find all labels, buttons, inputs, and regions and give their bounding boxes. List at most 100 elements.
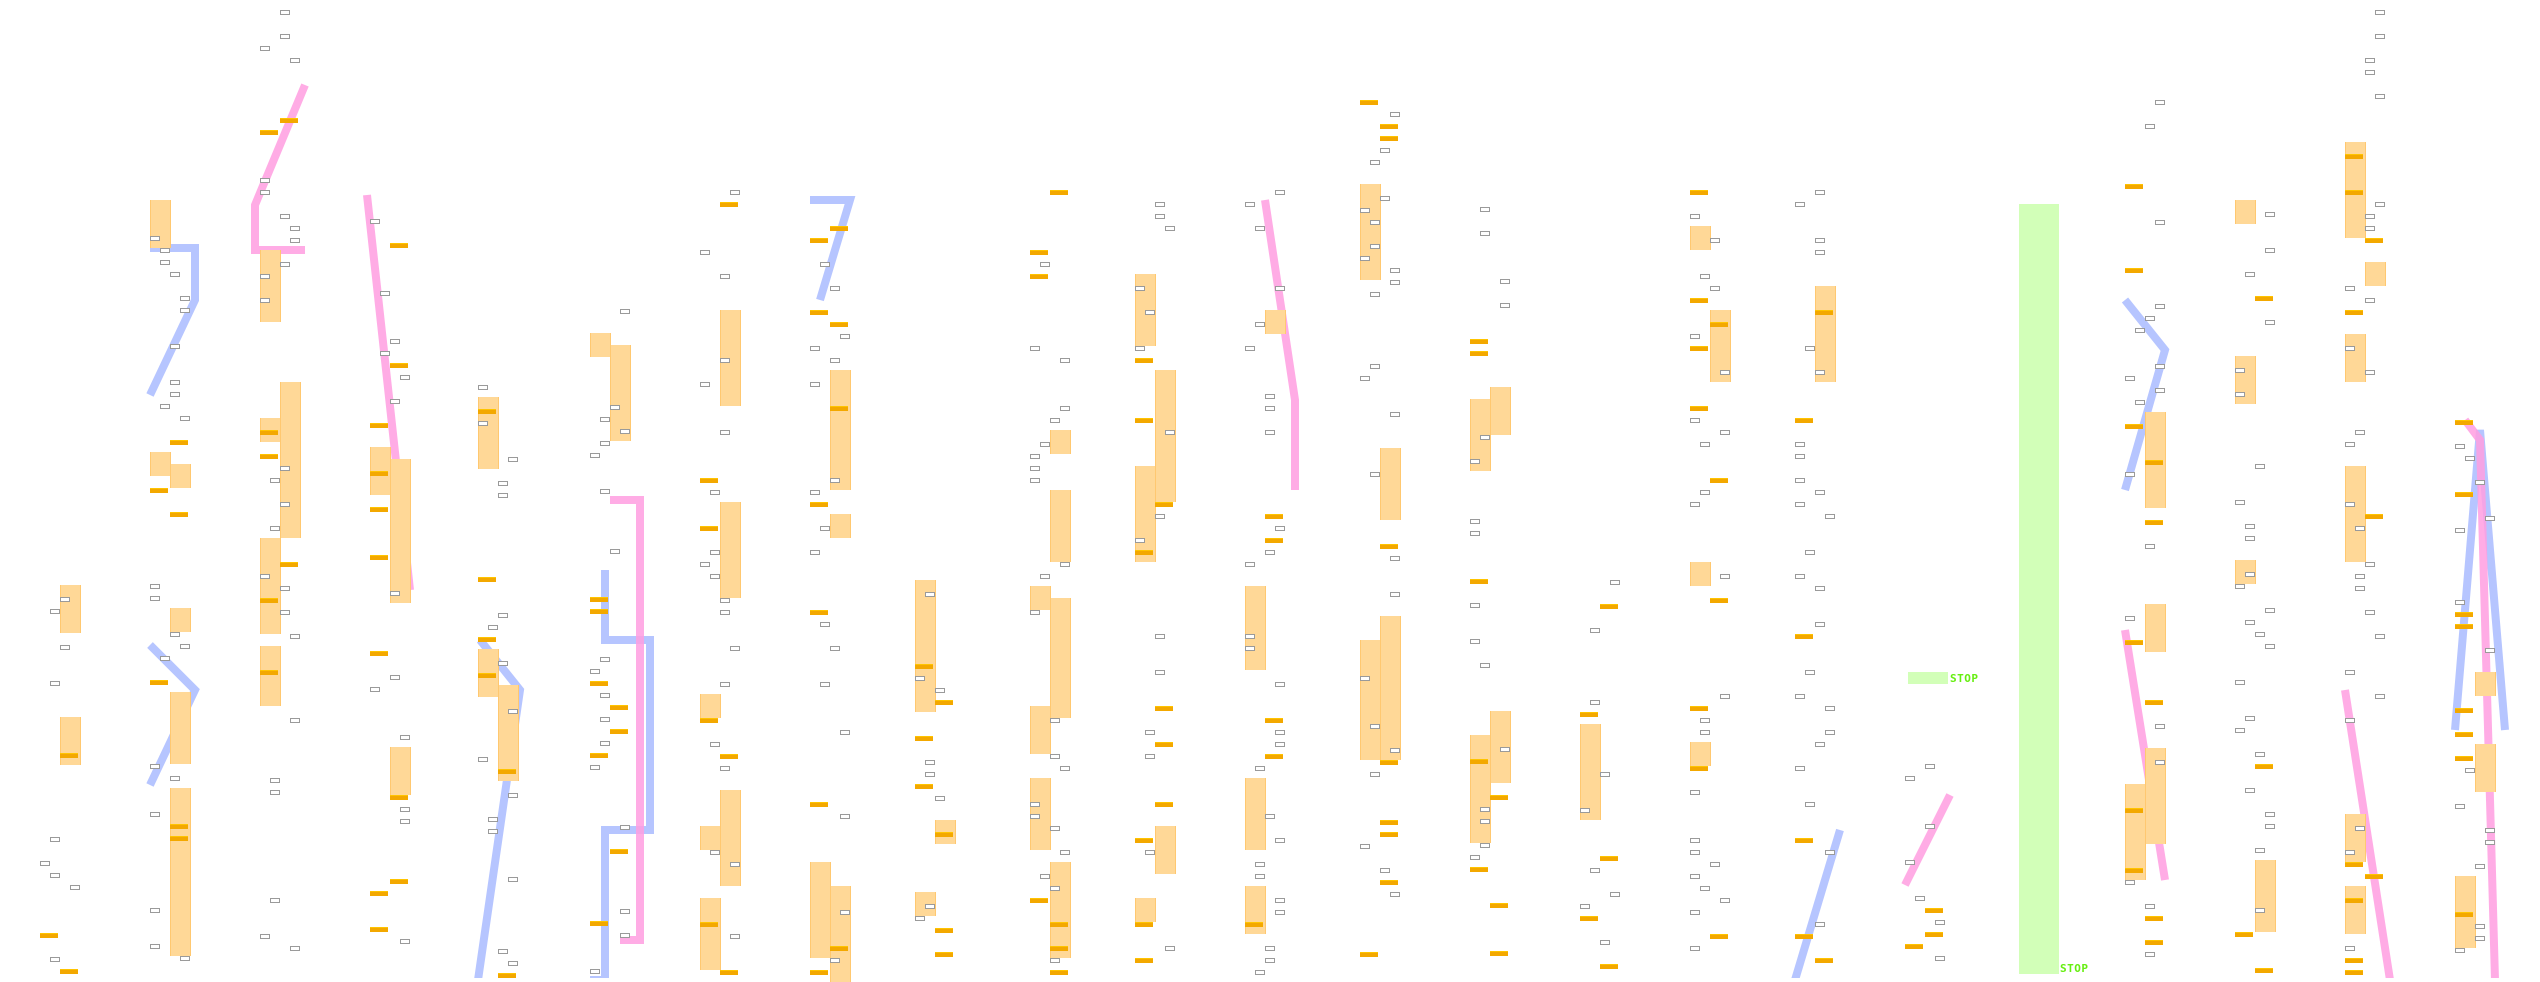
note xyxy=(1275,190,1285,195)
tap-bar xyxy=(1690,190,1708,195)
tap-bar xyxy=(720,202,738,207)
note xyxy=(1255,862,1265,867)
note xyxy=(1390,280,1400,285)
note xyxy=(1030,814,1040,819)
note xyxy=(280,586,290,591)
note xyxy=(180,644,190,649)
note xyxy=(1155,202,1165,207)
note xyxy=(2265,212,2275,217)
hold-note xyxy=(170,608,191,632)
note xyxy=(2475,480,2485,485)
tap-bar xyxy=(830,406,848,411)
tap-bar xyxy=(1690,406,1708,411)
tap-bar xyxy=(720,754,738,759)
note xyxy=(1690,874,1700,879)
note xyxy=(1700,442,1710,447)
note xyxy=(1580,808,1590,813)
tap-bar xyxy=(1795,838,1813,843)
hold-note xyxy=(810,862,831,958)
tap-bar xyxy=(810,310,828,315)
note xyxy=(290,58,300,63)
tap-bar xyxy=(610,705,628,710)
note xyxy=(2235,368,2245,373)
tap-bar xyxy=(1135,418,1153,423)
tap-bar xyxy=(590,597,608,602)
note xyxy=(840,910,850,915)
note xyxy=(170,392,180,397)
note xyxy=(2345,718,2355,723)
tap-bar xyxy=(1050,190,1068,195)
tap-bar xyxy=(830,946,848,951)
slide-path xyxy=(2451,429,2509,731)
note xyxy=(2365,610,2375,615)
note xyxy=(270,526,280,531)
note xyxy=(1915,896,1925,901)
note xyxy=(70,885,80,890)
tap-bar xyxy=(1380,124,1398,129)
note xyxy=(810,490,820,495)
slide-path xyxy=(2121,297,2170,492)
tap-bar xyxy=(170,836,188,841)
hold-note xyxy=(1360,184,1381,280)
hold-note xyxy=(1050,430,1071,454)
note xyxy=(1815,586,1825,591)
note xyxy=(390,591,400,596)
note xyxy=(1030,478,1040,483)
note xyxy=(1720,370,1730,375)
note xyxy=(60,597,70,602)
tap-bar xyxy=(390,795,408,800)
note xyxy=(830,478,840,483)
note xyxy=(1480,819,1490,824)
note xyxy=(2375,94,2385,99)
note xyxy=(170,380,180,385)
note xyxy=(1255,322,1265,327)
note xyxy=(730,862,740,867)
note xyxy=(1795,442,1805,447)
note xyxy=(498,493,508,498)
note xyxy=(1470,519,1480,524)
note xyxy=(1245,346,1255,351)
tap-bar xyxy=(1470,759,1488,764)
note-lane xyxy=(370,0,430,978)
note xyxy=(380,291,390,296)
hold-note xyxy=(720,790,741,886)
tap-bar xyxy=(935,832,953,837)
note xyxy=(2375,202,2385,207)
tap-bar xyxy=(260,670,278,675)
note xyxy=(2245,572,2255,577)
note xyxy=(915,916,925,921)
note xyxy=(1050,418,1060,423)
note-lane xyxy=(700,0,760,978)
note xyxy=(2235,500,2245,505)
note xyxy=(1265,430,1275,435)
note xyxy=(2155,304,2165,309)
tap-bar xyxy=(1245,922,1263,927)
note xyxy=(1360,208,1370,213)
hold-note xyxy=(1135,466,1156,562)
note xyxy=(2125,472,2135,477)
hold-note xyxy=(2345,334,2366,382)
hold-note xyxy=(260,250,281,322)
note xyxy=(1390,268,1400,273)
slide-path xyxy=(610,496,644,944)
note-lane xyxy=(2125,0,2185,978)
note xyxy=(700,250,710,255)
note xyxy=(720,274,730,279)
tap-bar xyxy=(2255,968,2273,973)
note xyxy=(2365,214,2375,219)
note xyxy=(720,682,730,687)
note xyxy=(720,430,730,435)
note xyxy=(710,490,720,495)
note xyxy=(150,596,160,601)
tap-bar xyxy=(1815,310,1833,315)
note xyxy=(1935,956,1945,961)
tap-bar xyxy=(1490,795,1508,800)
note xyxy=(1370,292,1380,297)
note xyxy=(915,676,925,681)
note xyxy=(1700,490,1710,495)
note xyxy=(1905,776,1915,781)
note xyxy=(810,382,820,387)
note xyxy=(1040,874,1050,879)
tap-bar xyxy=(2125,268,2143,273)
note xyxy=(1050,754,1060,759)
